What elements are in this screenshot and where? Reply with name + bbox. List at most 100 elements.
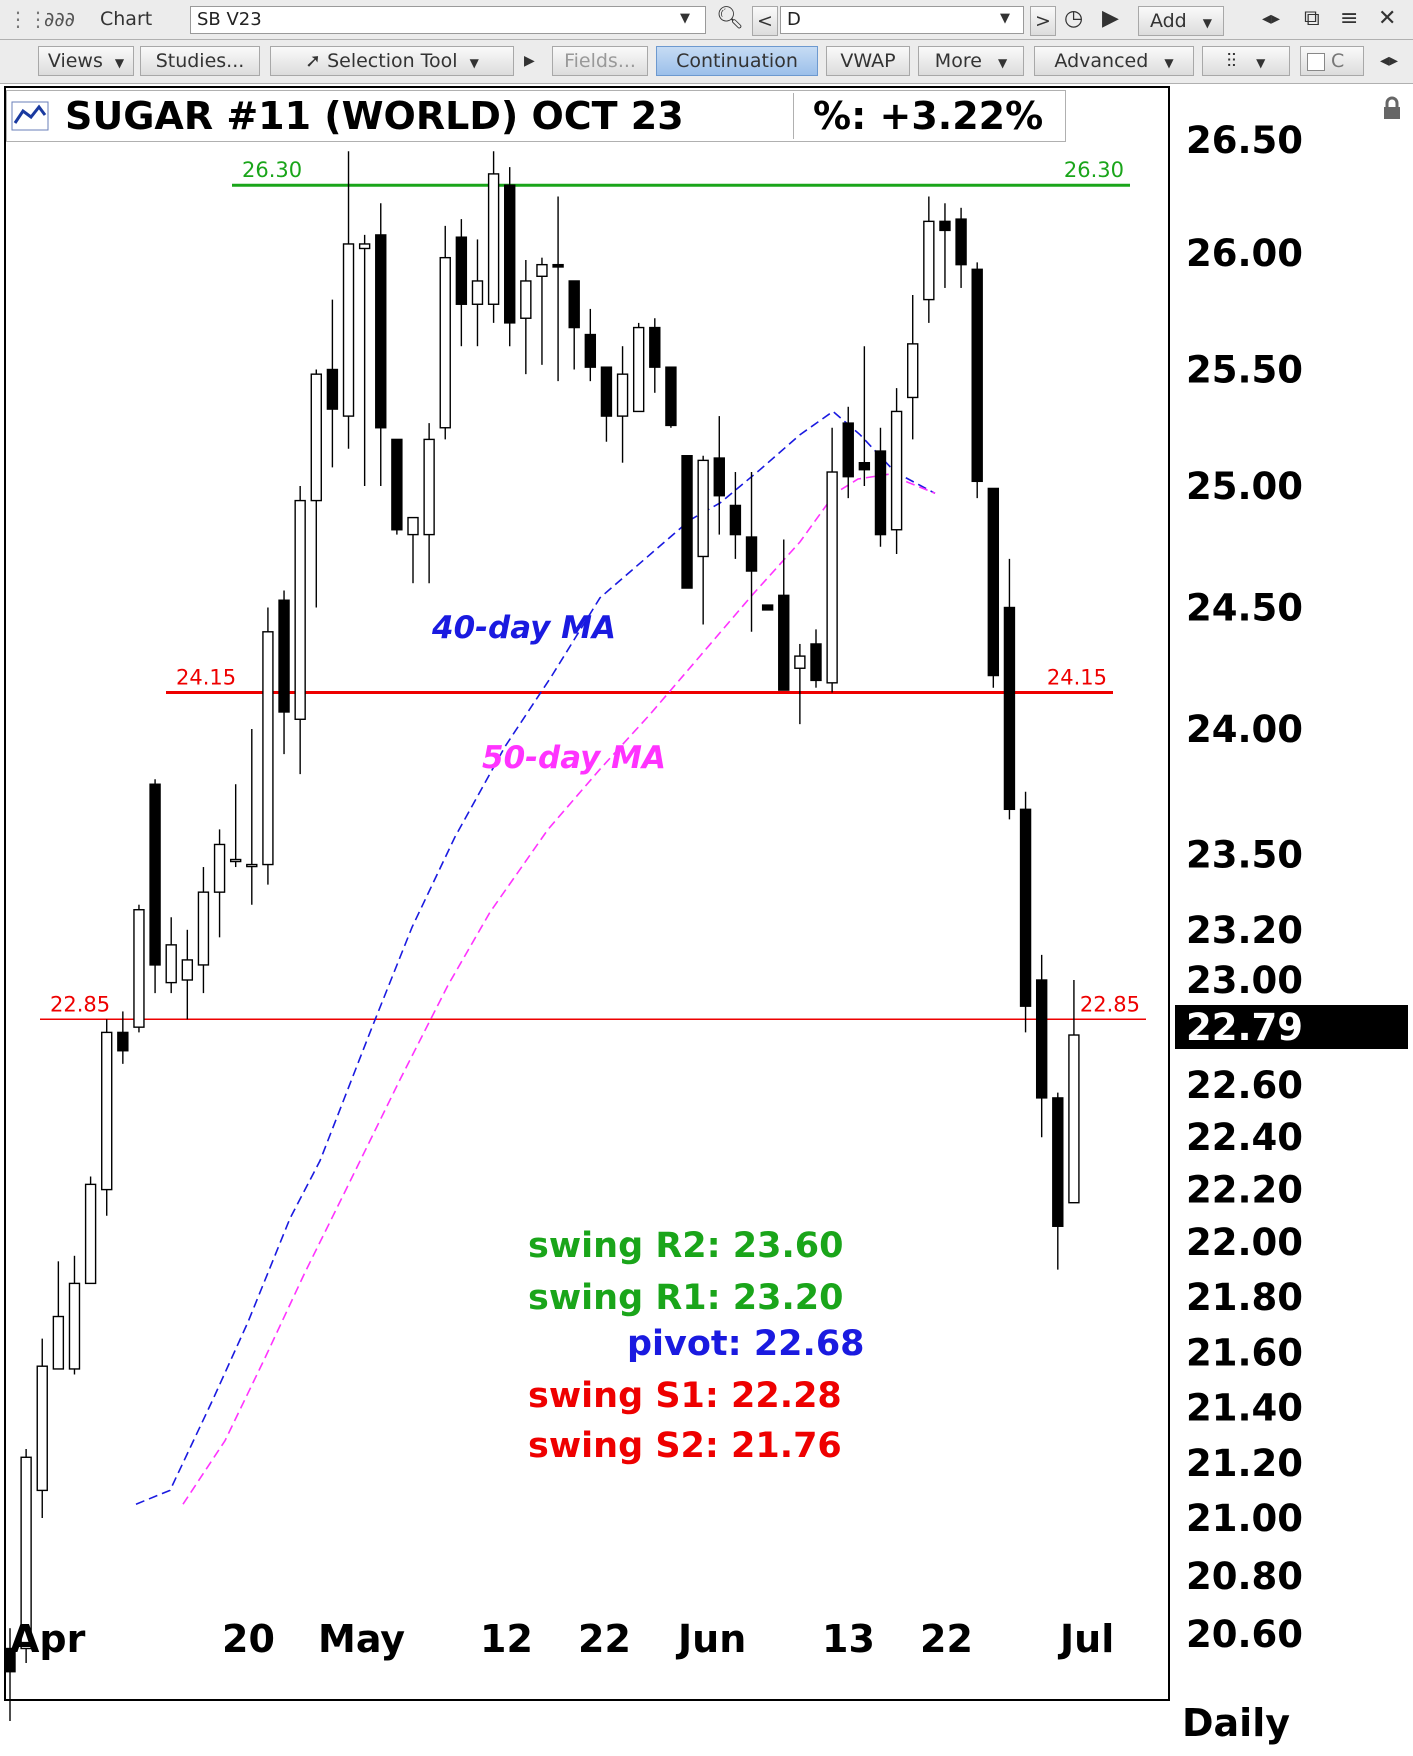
candle[interactable]: [1052, 1092, 1064, 1270]
option-checkbox[interactable]: C: [1300, 46, 1364, 76]
clock-icon[interactable]: ◷: [1064, 6, 1084, 31]
candle[interactable]: [326, 299, 339, 468]
candle[interactable]: [52, 1261, 65, 1370]
drag-handle-icon[interactable]: ⋮⋮: [8, 7, 48, 31]
candle[interactable]: [794, 643, 806, 725]
candle[interactable]: [1035, 954, 1048, 1138]
candle[interactable]: [616, 346, 629, 463]
candle[interactable]: [391, 438, 403, 535]
candle[interactable]: [375, 203, 387, 486]
candle[interactable]: [584, 308, 597, 382]
views-button[interactable]: Views ▼: [38, 46, 134, 76]
candle[interactable]: [294, 486, 306, 775]
candle[interactable]: [36, 1338, 48, 1518]
candle[interactable]: [858, 346, 871, 486]
candle[interactable]: [600, 366, 613, 442]
candle[interactable]: [536, 257, 548, 365]
candle[interactable]: [342, 151, 355, 449]
candle[interactable]: [939, 203, 951, 288]
candle[interactable]: [971, 262, 983, 499]
candle[interactable]: [826, 427, 838, 693]
candle[interactable]: [955, 207, 967, 288]
bar-type-button[interactable]: ⫶⫶ ▼: [1202, 46, 1290, 76]
candle[interactable]: [681, 455, 693, 589]
candle[interactable]: [278, 590, 290, 755]
advanced-button[interactable]: Advanced ▼: [1034, 46, 1194, 76]
fields-button[interactable]: Fields...: [552, 46, 648, 76]
lock-icon[interactable]: [1380, 96, 1404, 120]
candle[interactable]: [439, 225, 451, 440]
candle-body: [246, 863, 258, 868]
toolbar-more-arrow-icon[interactable]: ▶: [524, 53, 535, 69]
candle[interactable]: [117, 1011, 129, 1064]
period-input[interactable]: D: [780, 6, 1024, 34]
chart-type-icon[interactable]: [11, 101, 49, 131]
studies-button[interactable]: Studies...: [140, 46, 260, 76]
candle[interactable]: [4, 1628, 16, 1721]
candle[interactable]: [20, 1449, 32, 1663]
candle[interactable]: [487, 151, 500, 323]
candle[interactable]: [890, 388, 903, 555]
candle[interactable]: [504, 167, 516, 347]
menu-icon[interactable]: ≡: [1340, 6, 1359, 31]
vwap-button[interactable]: VWAP: [826, 46, 910, 76]
candle[interactable]: [165, 917, 177, 994]
candle[interactable]: [229, 784, 242, 868]
period-forward-button[interactable]: >: [1030, 6, 1056, 36]
search-icon[interactable]: 🔍︎: [716, 6, 744, 31]
candle[interactable]: [907, 294, 919, 440]
candle[interactable]: [552, 196, 564, 382]
candle[interactable]: [101, 1019, 113, 1216]
symbol-input[interactable]: SB V23: [190, 6, 706, 34]
candle[interactable]: [471, 239, 484, 347]
symbol-dropdown-icon[interactable]: ▼: [680, 11, 690, 26]
play-icon[interactable]: ▶: [1102, 6, 1119, 31]
candle[interactable]: [181, 929, 194, 1020]
continuation-button[interactable]: Continuation: [656, 46, 818, 76]
candle[interactable]: [149, 779, 161, 994]
price-chart[interactable]: 26.30 26.30 24.15 24.15 22.85 22.85 40-day MA…: [0, 84, 1413, 1756]
candle[interactable]: [213, 829, 226, 938]
toolbar-scroll-icon[interactable]: ◂▸: [1380, 50, 1399, 71]
candle[interactable]: [665, 366, 677, 428]
candle[interactable]: [246, 729, 258, 905]
period-back-button[interactable]: <: [752, 6, 778, 36]
candle[interactable]: [729, 472, 742, 559]
candle[interactable]: [568, 280, 580, 370]
candle[interactable]: [842, 406, 854, 499]
close-icon[interactable]: ✕: [1378, 6, 1397, 31]
candle[interactable]: [761, 604, 774, 611]
candle[interactable]: [84, 1176, 97, 1285]
candle[interactable]: [1003, 558, 1016, 820]
candle[interactable]: [520, 259, 532, 375]
candle[interactable]: [923, 196, 935, 323]
candle[interactable]: [197, 867, 210, 994]
y-tick-label: 23.50: [1186, 834, 1303, 877]
chart-link-icon[interactable]: ∂∂∂: [44, 7, 76, 31]
popout-icon[interactable]: ⧉: [1304, 6, 1320, 31]
candle[interactable]: [358, 234, 371, 486]
candle[interactable]: [407, 516, 419, 584]
candle[interactable]: [987, 487, 1000, 688]
period-dropdown-icon[interactable]: ▼: [1000, 11, 1010, 26]
candle[interactable]: [632, 322, 645, 413]
candle[interactable]: [310, 369, 322, 608]
candle[interactable]: [423, 423, 435, 584]
more-button[interactable]: More ▼: [918, 46, 1024, 76]
candle[interactable]: [874, 427, 887, 547]
candle[interactable]: [68, 1255, 81, 1375]
candle[interactable]: [455, 219, 468, 347]
candle[interactable]: [133, 904, 145, 1033]
candle[interactable]: [697, 455, 709, 625]
candle[interactable]: [1019, 791, 1032, 1033]
candle[interactable]: [713, 416, 725, 535]
candle[interactable]: [262, 607, 274, 885]
candle[interactable]: [649, 318, 661, 393]
add-button[interactable]: Add ▼: [1138, 6, 1224, 36]
candle[interactable]: [810, 629, 822, 688]
selection-tool-button[interactable]: ➚ Selection Tool ▼: [270, 46, 514, 76]
scroll-arrows-icon[interactable]: ◂▸: [1262, 8, 1281, 29]
candle[interactable]: [745, 472, 758, 632]
candle[interactable]: [1068, 980, 1080, 1204]
candle[interactable]: [778, 539, 790, 691]
